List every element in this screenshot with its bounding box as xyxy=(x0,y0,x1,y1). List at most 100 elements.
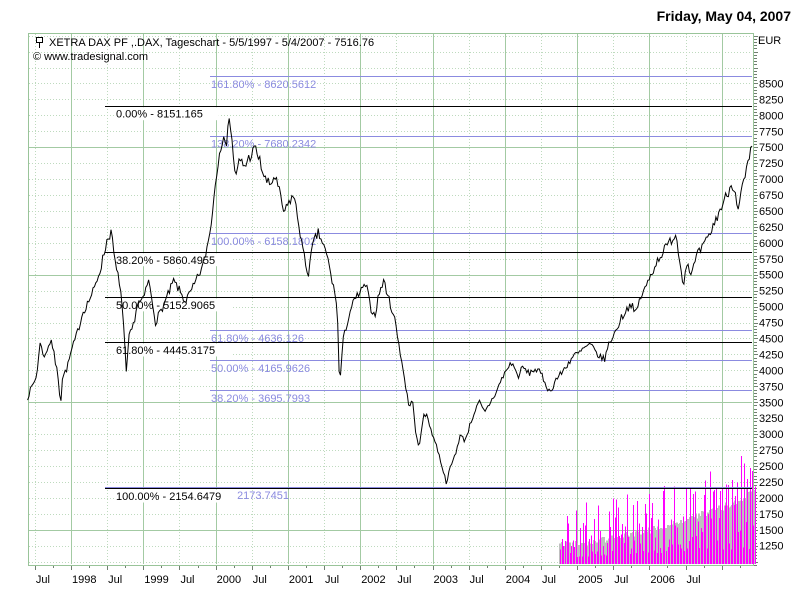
x-axis-tick-label: Jul xyxy=(108,574,122,586)
volume-bar xyxy=(717,540,718,564)
volume-bar xyxy=(674,486,675,564)
volume-bar xyxy=(714,490,715,564)
volume-bar xyxy=(743,547,744,564)
x-axis-tick-label: Jul xyxy=(325,574,339,586)
currency-axis-label: EUR xyxy=(758,35,782,47)
volume-bar xyxy=(585,525,586,564)
volume-bar xyxy=(732,480,733,564)
y-axis-tick-label: 4000 xyxy=(759,365,783,377)
x-axis-tick-label: Jul xyxy=(470,574,484,586)
volume-bar xyxy=(630,553,631,564)
volume-bar xyxy=(755,486,756,564)
volume-bar xyxy=(699,547,700,564)
y-axis-tick-label: 7750 xyxy=(759,126,783,138)
volume-bar xyxy=(597,551,598,564)
volume-bar xyxy=(580,528,581,564)
volume-bar xyxy=(567,515,568,564)
y-axis-tick-label: 2500 xyxy=(759,461,783,473)
volume-bar xyxy=(711,518,712,564)
volume-bar xyxy=(671,519,672,564)
x-axis: Jul 1998 Jul 1999 Jul 2000 Jul 2001 Jul 2002 Jul 20… xyxy=(35,566,741,586)
volume-bar xyxy=(613,498,614,564)
y-axis-tick-label: 6250 xyxy=(759,222,783,234)
volume-bar xyxy=(591,535,592,564)
volume-bar xyxy=(664,485,665,564)
y-axis-tick-label: 7500 xyxy=(759,142,783,154)
volume-bar xyxy=(621,534,622,564)
volume-bar xyxy=(571,546,572,564)
volume-bar xyxy=(696,535,697,564)
volume-bar-bg xyxy=(665,528,667,564)
volume-bar xyxy=(619,535,620,564)
y-axis-tick-label: 3000 xyxy=(759,429,783,441)
volume-bar xyxy=(744,463,745,564)
volume-bar xyxy=(655,537,656,564)
volume-bar xyxy=(563,545,564,564)
y-axis-tick-label: 8000 xyxy=(759,110,783,122)
y-axis-tick-label: 1250 xyxy=(759,541,783,553)
volume-bar xyxy=(669,539,670,564)
date-header: Friday, May 04, 2007 xyxy=(656,8,791,24)
chart-title-line: XETRA DAX PF ,.DAX, Tageschart - 5/5/199… xyxy=(35,36,374,50)
volume-bar xyxy=(631,548,632,564)
volume-bar xyxy=(681,548,682,564)
plot-frame xyxy=(28,33,754,566)
volume-bar xyxy=(660,547,661,564)
volume-bar xyxy=(750,467,751,564)
fib-label-bg xyxy=(114,343,232,357)
y-axis-tick-label: 7000 xyxy=(759,174,783,186)
volume-bar xyxy=(579,556,580,564)
volume-bar xyxy=(695,491,696,564)
x-axis-tick-label: Jul xyxy=(180,574,194,586)
fib-level-label: 61.80% - 4445.3175 xyxy=(116,345,215,357)
volume-bar xyxy=(746,522,747,564)
volume-bar xyxy=(592,551,593,564)
volume-bar xyxy=(735,495,736,564)
volume-bar xyxy=(683,516,684,564)
volume-bar xyxy=(595,553,596,564)
volume-bar xyxy=(594,519,595,564)
volume-bar xyxy=(710,471,711,564)
volume-bar xyxy=(729,543,730,564)
volume-bar xyxy=(737,482,738,564)
volume-bar xyxy=(560,549,561,564)
volume-bar xyxy=(648,552,649,564)
volume-bar xyxy=(645,503,646,564)
volume-bar xyxy=(713,491,714,564)
volume-bar xyxy=(603,545,604,564)
x-axis-tick-label: Jul xyxy=(397,574,411,586)
y-axis-tick-label: 4750 xyxy=(759,318,783,330)
volume-bar xyxy=(720,490,721,564)
chart-title: XETRA DAX PF ,.DAX, Tageschart - 5/5/199… xyxy=(49,37,375,49)
volume-bar xyxy=(663,490,664,564)
volume-bar xyxy=(661,552,662,564)
x-axis-tick-label: 1998 xyxy=(72,574,96,586)
x-axis-tick-label: 2006 xyxy=(650,574,674,586)
fib-level-label: 50.00% - 4165.9626 xyxy=(211,363,310,375)
volume-bar xyxy=(731,549,732,564)
y-axis-tick-label: 4500 xyxy=(759,333,783,345)
fib-level-label: 0.00% - 8151.165 xyxy=(116,109,203,121)
x-axis-tick-label: Jul xyxy=(687,574,701,586)
volume-bar xyxy=(633,504,634,564)
y-axis-tick-label: 5000 xyxy=(759,302,783,314)
volume-bar xyxy=(634,540,635,564)
volume-bar xyxy=(604,554,605,564)
y-axis-tick-label: 5250 xyxy=(759,286,783,298)
volume-bar xyxy=(598,505,599,564)
fib-level-label: 38.20% - 3695.7993 xyxy=(211,393,310,405)
volume-bars xyxy=(559,455,756,564)
x-axis-tick-label: 2004 xyxy=(506,574,530,586)
volume-bar xyxy=(726,484,727,564)
volume-bar xyxy=(609,511,610,564)
volume-bar xyxy=(640,543,641,564)
x-axis-tick-label: 2001 xyxy=(289,574,313,586)
volume-bar xyxy=(704,494,705,564)
y-axis-tick-label: 3250 xyxy=(759,413,783,425)
price-line xyxy=(27,118,753,485)
y-axis: 1250 1500 1750 2000 2250 2500 2750 3000 3250 3500… xyxy=(754,36,783,566)
volume-bar xyxy=(689,540,690,564)
volume-bar xyxy=(686,488,687,564)
